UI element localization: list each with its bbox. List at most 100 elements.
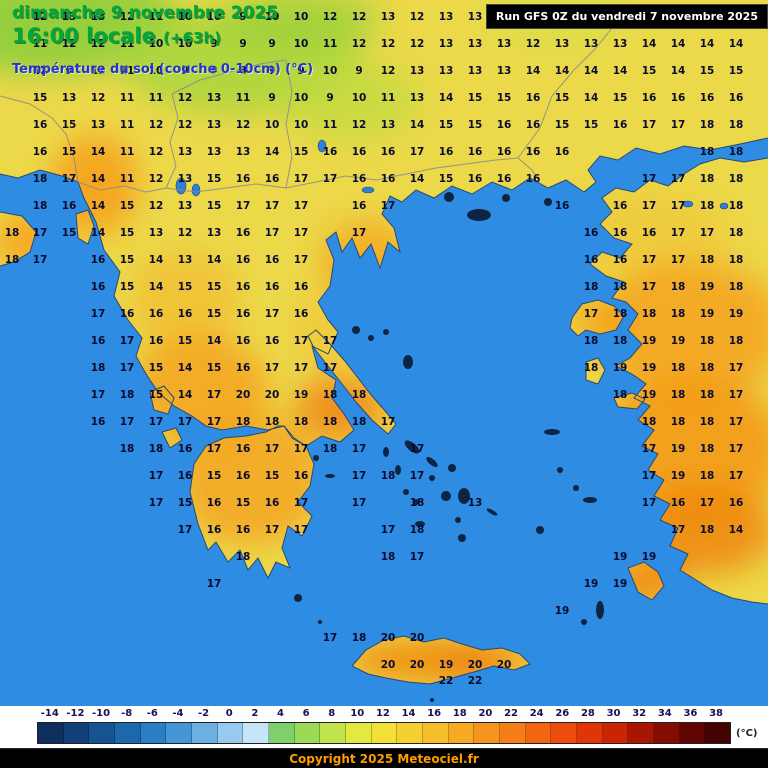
temp-value: 16: [670, 92, 686, 104]
temp-value: 17: [641, 200, 657, 212]
temp-value: 17: [641, 470, 657, 482]
scale-tick: 2: [251, 708, 259, 719]
temp-value: 16: [61, 200, 77, 212]
temp-value: 15: [206, 281, 222, 293]
temp-value: 14: [612, 65, 628, 77]
temp-value: 17: [351, 443, 367, 455]
temp-value: 13: [438, 65, 454, 77]
temp-value: 15: [148, 362, 164, 374]
temp-value: 15: [583, 119, 599, 131]
temp-value: 17: [322, 362, 338, 374]
scale-color-bar: [37, 722, 731, 744]
temp-value: 12: [177, 119, 193, 131]
temp-value: 14: [90, 200, 106, 212]
temp-value: 14: [525, 65, 541, 77]
temp-value: 13: [177, 173, 193, 185]
temp-value: 16: [467, 146, 483, 158]
temp-value: 18: [699, 119, 715, 131]
temp-value: 17: [90, 308, 106, 320]
temp-value: 17: [206, 416, 222, 428]
temp-value: 18: [699, 200, 715, 212]
scale-tick: -4: [172, 708, 184, 719]
temp-value: 20: [409, 659, 425, 671]
scale-swatch: [577, 723, 603, 743]
temp-value: 18: [148, 443, 164, 455]
greece-temperature-map: [0, 0, 768, 702]
temp-value: 13: [61, 11, 77, 23]
scale-tick: 26: [555, 708, 570, 719]
temp-value: 13: [409, 65, 425, 77]
temp-value: 17: [670, 119, 686, 131]
temp-value: 12: [351, 11, 367, 23]
temp-value: 15: [467, 119, 483, 131]
temp-value: 15: [206, 362, 222, 374]
temp-value: 16: [235, 227, 251, 239]
temp-value: 10: [293, 38, 309, 50]
temp-value: 9: [268, 38, 276, 50]
temp-value: 18: [728, 146, 744, 158]
temp-value: 18: [728, 281, 744, 293]
temp-value: 17: [670, 200, 686, 212]
temp-value: 18: [32, 173, 48, 185]
temp-value: 16: [496, 119, 512, 131]
temp-value: 10: [322, 65, 338, 77]
temp-value: 12: [148, 200, 164, 212]
scale-swatch: [679, 723, 706, 743]
temp-value: 16: [177, 308, 193, 320]
temp-value: 19: [699, 308, 715, 320]
temp-value: 19: [612, 578, 628, 590]
temp-value: 18: [293, 416, 309, 428]
temp-value: 16: [235, 281, 251, 293]
scale-tick: 8: [328, 708, 336, 719]
temp-value: 17: [293, 173, 309, 185]
temp-value: 15: [119, 227, 135, 239]
temp-value: 16: [235, 443, 251, 455]
scale-swatch: [269, 723, 295, 743]
scale-bar-row: (°C): [37, 722, 768, 744]
temp-value: 18: [380, 551, 396, 563]
temp-value: 13: [612, 38, 628, 50]
temp-value: 12: [380, 65, 396, 77]
temp-value: 18: [612, 281, 628, 293]
copyright-link[interactable]: Copyright 2025 Meteociel.fr: [289, 752, 479, 766]
temp-value: 10: [351, 92, 367, 104]
temp-value: 15: [612, 92, 628, 104]
temp-value: 13: [90, 11, 106, 23]
temp-value: 17: [206, 443, 222, 455]
temp-value: 17: [583, 308, 599, 320]
temp-value: 15: [264, 470, 280, 482]
temp-value: 9: [355, 65, 363, 77]
temp-value: 12: [351, 119, 367, 131]
temp-value: 17: [293, 497, 309, 509]
temp-value: 18: [699, 362, 715, 374]
temp-value: 18: [612, 335, 628, 347]
temp-value: 16: [351, 173, 367, 185]
scale-swatch: [602, 723, 629, 743]
temp-value: 15: [728, 65, 744, 77]
temp-value: 18: [583, 281, 599, 293]
scale-tick-labels: -14 -12 -10 -8 -6 -4 -2 0 2 4 6 8 10 12 14 16 18 20 22 24 26…: [37, 708, 729, 721]
temperature-scale: -14 -12 -10 -8 -6 -4 -2 0 2 4 6 8 10 12 14 16 18 20 22 24 26…: [0, 706, 768, 748]
temp-value: 16: [612, 227, 628, 239]
temp-value: 17: [670, 524, 686, 536]
temp-value: 15: [177, 281, 193, 293]
temp-value: 17: [641, 443, 657, 455]
temp-value: 20: [235, 389, 251, 401]
temp-value: 17: [670, 254, 686, 266]
temp-value: 13: [380, 119, 396, 131]
temp-value: 17: [641, 281, 657, 293]
temp-value: 17: [641, 497, 657, 509]
temp-value: 18: [583, 335, 599, 347]
temp-value: 14: [409, 173, 425, 185]
temp-value: 12: [148, 173, 164, 185]
temp-value: 17: [148, 470, 164, 482]
scale-tick: -12: [66, 708, 85, 719]
scale-tick: 32: [632, 708, 647, 719]
small-islands: [294, 192, 604, 702]
scale-tick: 34: [657, 708, 672, 719]
temp-value: 17: [119, 416, 135, 428]
temp-value: 14: [90, 173, 106, 185]
scale-swatch: [500, 723, 526, 743]
scale-tick: 14: [401, 708, 416, 719]
temp-value: 18: [728, 227, 744, 239]
